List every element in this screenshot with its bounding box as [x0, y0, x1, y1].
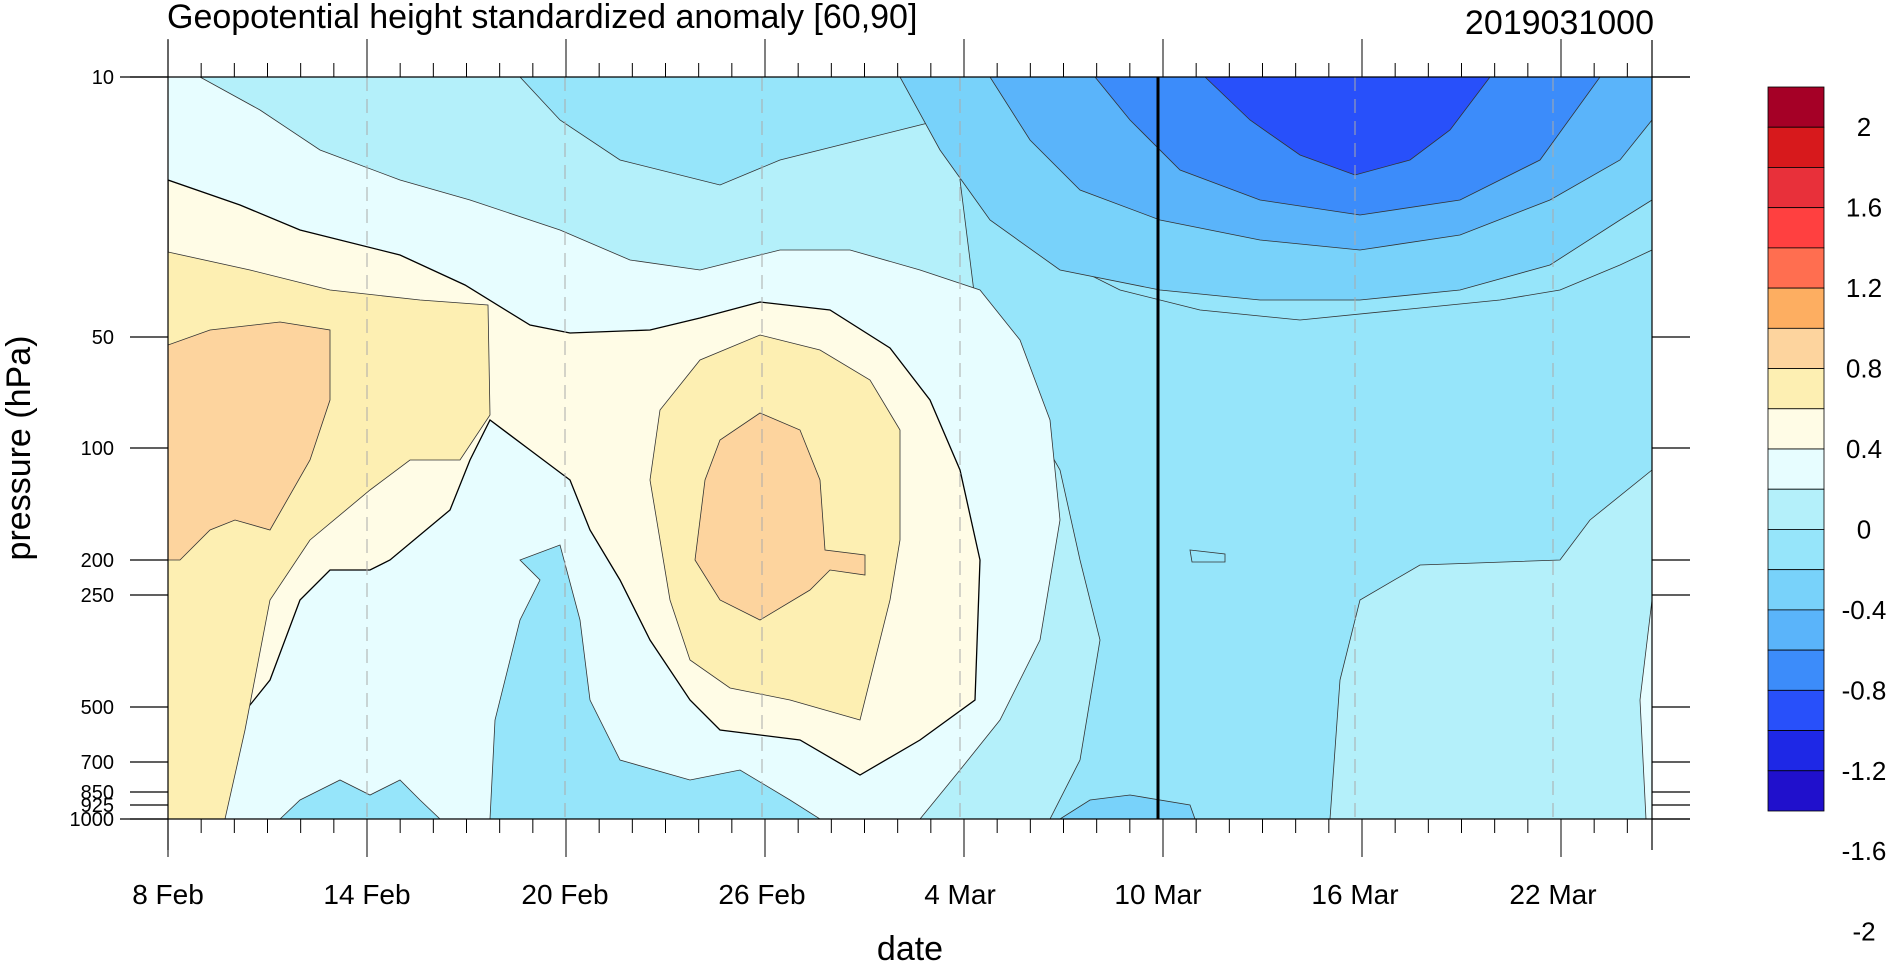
band-zero-right: [1639, 599, 1652, 819]
y-tick-label: 925: [81, 795, 114, 817]
colorbar-swatch: [1767, 689, 1825, 731]
y-tick-label: 250: [81, 585, 114, 607]
colorbar-label: 1.6: [1846, 193, 1882, 223]
colorbar-swatch: [1767, 167, 1825, 209]
y-tick-label: 1000: [70, 809, 115, 831]
y-tick-label: 10: [92, 67, 114, 89]
colorbar-label: 0: [1857, 514, 1871, 544]
colorbar-label: 1.2: [1846, 273, 1882, 303]
contour-field: [168, 77, 1652, 819]
band-neg-bottom-a: [489, 544, 821, 819]
x-tick-labels: 8 Feb 14 Feb 20 Feb 26 Feb 4 Mar 10 Mar …: [132, 879, 1596, 910]
colorbar-swatch: [1767, 86, 1825, 128]
x-tick-label: 16 Mar: [1311, 879, 1398, 910]
colorbar-swatch: [1767, 207, 1825, 249]
colorbar-swatch: [1767, 126, 1825, 168]
y-axis-title: pressure (hPa): [0, 336, 38, 561]
x-axis-title: date: [877, 930, 943, 963]
x-tick-label: 20 Feb: [521, 879, 608, 910]
x-tick-label: 4 Mar: [924, 879, 996, 910]
colorbar-swatch: [1767, 609, 1825, 651]
chart-title: Geopotential height standardized anomaly…: [167, 0, 917, 36]
colorbar-swatch: [1767, 649, 1825, 691]
colorbar-swatch: [1767, 408, 1825, 450]
band-neg-upper-2: [1204, 77, 1491, 176]
colorbar-swatch: [1767, 730, 1825, 772]
chart-run-label: 2019031000: [1465, 4, 1654, 42]
colorbar-label: -2: [1852, 917, 1875, 947]
colorbar-label: 0.8: [1846, 354, 1882, 384]
colorbar-labels: 2 1.6 1.2 0.8 0.4 0 -0.4 -0.8 -1.2 -1.6 -2: [1842, 112, 1887, 946]
y-tick-label: 700: [81, 752, 114, 774]
y-tick-label: 100: [81, 438, 114, 460]
x-minor-ticks: [167, 39, 1628, 857]
colorbar-swatch: [1767, 287, 1825, 329]
colorbar-label: 0.4: [1846, 434, 1882, 464]
x-tick-label: 22 Mar: [1509, 879, 1596, 910]
x-tick-label: 10 Mar: [1114, 879, 1201, 910]
y-tick-label: 850: [81, 782, 114, 804]
colorbar: [1767, 86, 1825, 812]
y-tick-label: 500: [81, 697, 114, 719]
band-pos-0.8: [168, 321, 331, 561]
y-tick-label: 200: [81, 550, 114, 572]
y-tick-labels: 10 50 100 200 250 500 700 850 925 1000: [70, 67, 115, 831]
colorbar-label: -0.4: [1842, 595, 1887, 625]
band-neg-bottom-b: [279, 779, 441, 819]
colorbar-swatch: [1767, 488, 1825, 530]
colorbar-label: 2: [1857, 112, 1871, 142]
x-tick-label: 26 Feb: [718, 879, 805, 910]
contour-island: [1189, 549, 1226, 563]
y-tick-label: 50: [92, 327, 114, 349]
x-tick-label: 8 Feb: [132, 879, 204, 910]
colorbar-swatch: [1767, 327, 1825, 369]
band-pos-0.8-b: [694, 412, 866, 621]
colorbar-swatch: [1767, 569, 1825, 611]
y-ticks: [130, 76, 1690, 820]
colorbar-label: -1.6: [1842, 836, 1887, 866]
date-gridlines: [366, 77, 1554, 819]
band-neg-bottom-c: [1059, 794, 1196, 819]
colorbar-swatch: [1767, 368, 1825, 410]
colorbar-label: -1.2: [1842, 756, 1887, 786]
colorbar-swatch: [1767, 529, 1825, 571]
colorbar-swatch: [1767, 247, 1825, 289]
x-tick-label: 14 Feb: [323, 879, 410, 910]
colorbar-swatch: [1767, 770, 1825, 812]
colorbar-label: -0.8: [1842, 675, 1887, 705]
colorbar-swatch: [1767, 448, 1825, 490]
